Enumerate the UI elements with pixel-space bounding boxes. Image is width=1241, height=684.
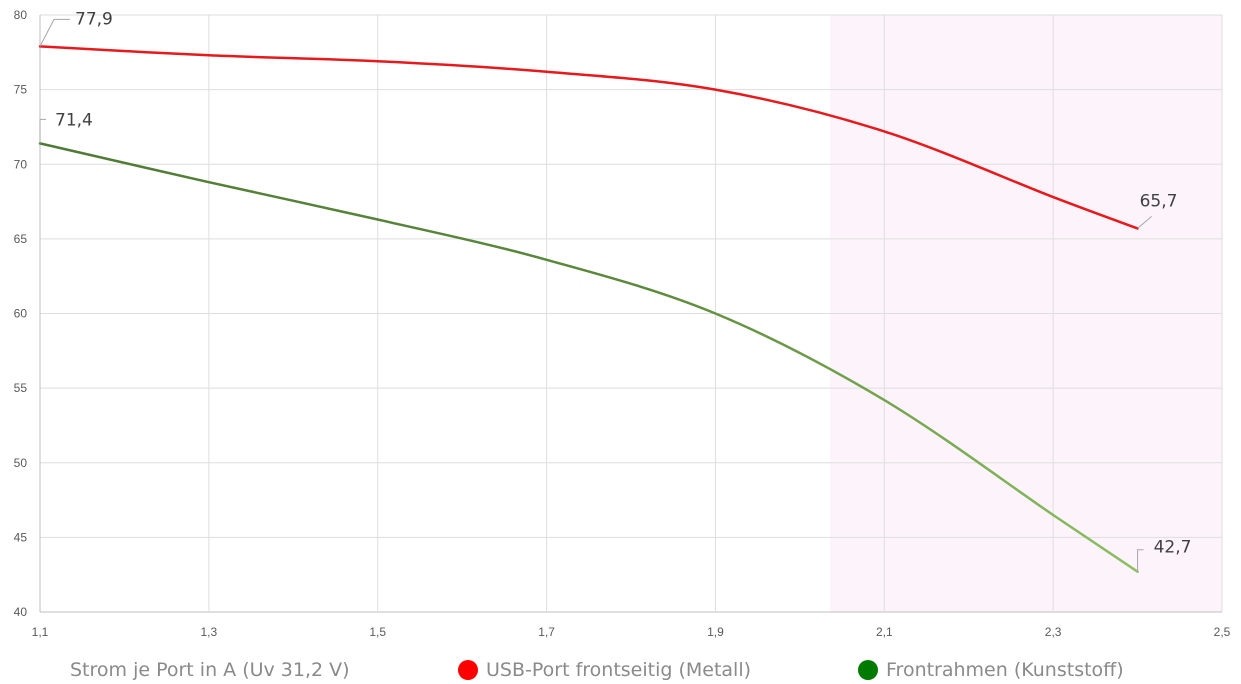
- x-tick-label: 2,3: [1045, 625, 1062, 639]
- axes: 40 45 50 55 60 65 70 75 80 1,1 1,3 1,5 1,7 1,9 2,1 2,3 2…: [14, 8, 1231, 639]
- legend-item-frontrahmen: Frontrahmen (Kunststoff): [858, 656, 1124, 684]
- y-tick-label: 40: [14, 605, 28, 619]
- series-lines: [38, 45, 1139, 573]
- legend-marker-red: [458, 660, 478, 680]
- x-tick-label: 2,5: [1214, 625, 1231, 639]
- data-label: 77,9: [75, 9, 113, 29]
- legend-item-usb-port: USB-Port frontseitig (Metall): [458, 656, 751, 684]
- y-tick-label: 60: [14, 307, 28, 321]
- x-tick-label: 2,1: [876, 625, 893, 639]
- data-labels: 77,9 65,7 71,4 42,7: [39, 9, 1192, 572]
- data-label-leader: [1137, 549, 1144, 572]
- y-tick-label: 50: [14, 456, 28, 470]
- x-tick-label: 1,5: [369, 625, 386, 639]
- legend-label-usb-port: USB-Port frontseitig (Metall): [486, 659, 752, 681]
- y-tick-label: 70: [14, 157, 28, 171]
- legend-marker-green: [858, 660, 878, 680]
- data-label: 65,7: [1140, 191, 1178, 211]
- y-tick-label: 75: [14, 83, 28, 97]
- x-tick-label: 1,7: [538, 625, 555, 639]
- x-tick-label: 1,1: [32, 625, 49, 639]
- legend-label-frontrahmen: Frontrahmen (Kunststoff): [886, 659, 1124, 681]
- gridlines: [39, 14, 1223, 613]
- x-tick-label: 1,3: [201, 625, 218, 639]
- y-tick-label: 80: [14, 8, 28, 22]
- series-line-usb-port: [38, 45, 1139, 230]
- x-axis-title-text: Strom je Port in A (Uv 31,2 V): [70, 659, 350, 681]
- y-tick-label: 55: [14, 381, 28, 395]
- data-label-leader: [39, 18, 70, 47]
- data-label-leader: [1137, 216, 1152, 229]
- x-axis-title: Strom je Port in A (Uv 31,2 V): [70, 656, 350, 684]
- y-tick-label: 45: [14, 530, 28, 544]
- data-label-leader: [39, 118, 46, 144]
- data-label: 42,7: [1154, 538, 1192, 558]
- data-label: 71,4: [55, 110, 93, 130]
- series-line-frontrahmen: [38, 142, 1139, 573]
- y-tick-label: 65: [14, 232, 28, 246]
- x-tick-label: 1,9: [707, 625, 724, 639]
